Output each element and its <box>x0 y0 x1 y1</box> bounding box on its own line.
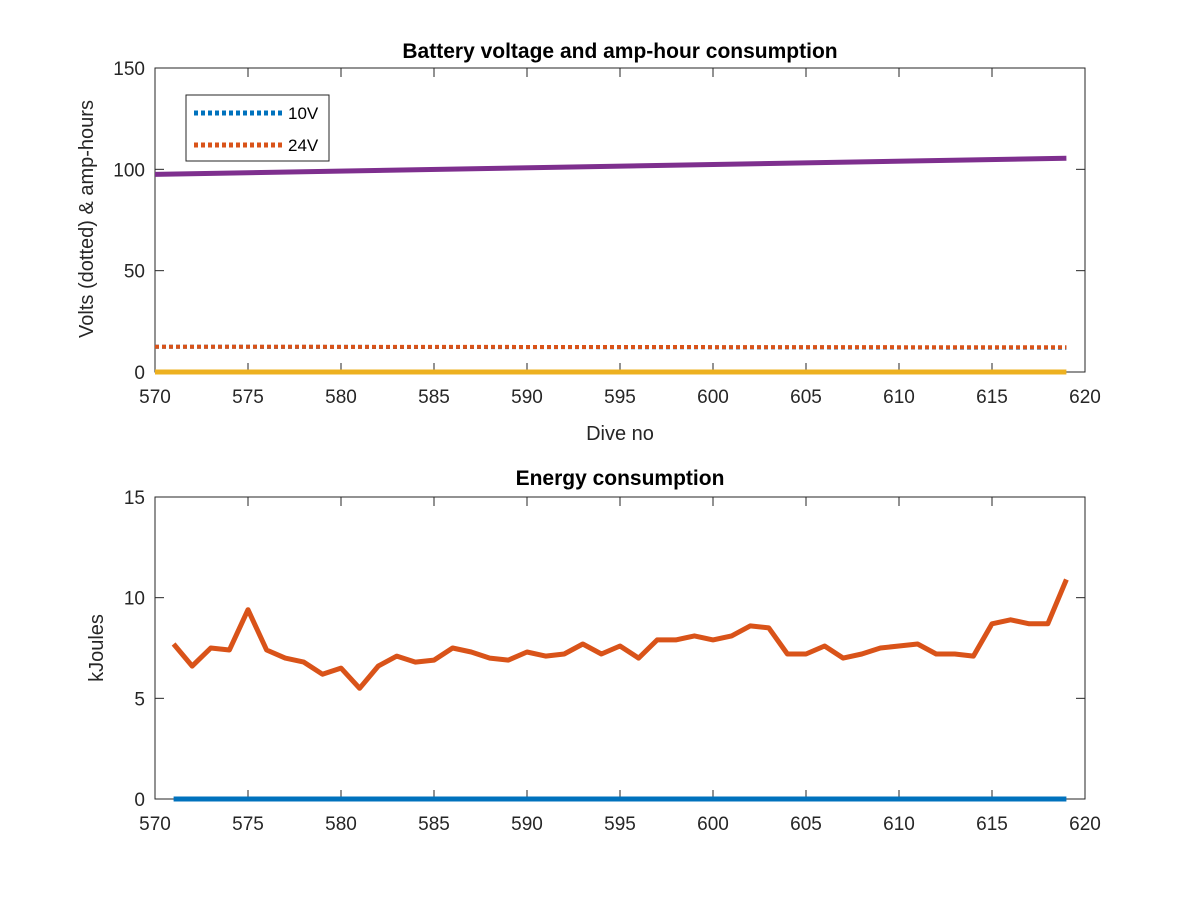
x-tick-label: 575 <box>232 387 264 408</box>
x-tick-label: 580 <box>325 814 357 835</box>
x-tick-label: 610 <box>883 387 915 408</box>
legend-label-10v: 10V <box>288 104 319 123</box>
x-tick-label: 580 <box>325 387 357 408</box>
x-tick-label: 595 <box>604 387 636 408</box>
x-tick-label: 615 <box>976 814 1008 835</box>
legend: 10V 24V <box>185 94 330 162</box>
y-tick-label: 0 <box>134 363 145 384</box>
series-line-1-0 <box>171 578 1069 691</box>
x-tick-label: 610 <box>883 814 915 835</box>
bottom-plot-area: 570 575 580 585 590 595 600 605 610 615 620 0 5 10 15 <box>124 488 1101 835</box>
top-chart-title: Battery voltage and amp-hour consumption <box>402 40 837 63</box>
energy-consumption-axes: Energy consumption kJoules 570 575 580 585 5… <box>86 467 1101 835</box>
top-plot-area: 570 575 580 585 590 595 600 605 610 615 620 0 50 100 1… <box>113 59 1101 408</box>
series-line-24v <box>154 344 1067 350</box>
bottom-chart-title: Energy consumption <box>516 467 725 490</box>
y-tick-label: 50 <box>124 262 145 283</box>
x-tick-label: 600 <box>697 814 729 835</box>
x-tick-label: 585 <box>418 387 450 408</box>
legend-label-24v: 24V <box>288 136 319 155</box>
x-tick-label: 570 <box>139 387 171 408</box>
x-tick-label: 600 <box>697 387 729 408</box>
x-tick-label: 605 <box>790 814 822 835</box>
x-tick-label: 575 <box>232 814 264 835</box>
bottom-y-axis-label: kJoules <box>86 614 108 682</box>
y-tick-label: 150 <box>113 59 145 80</box>
x-tick-label: 605 <box>790 387 822 408</box>
y-tick-label: 0 <box>134 790 145 811</box>
series-line-0-2 <box>154 155 1067 177</box>
x-tick-label: 590 <box>511 814 543 835</box>
legend-box <box>185 94 330 162</box>
x-tick-label: 570 <box>139 814 171 835</box>
voltage-amphour-axes: Battery voltage and amp-hour consumption… <box>76 40 1101 445</box>
x-tick-label: 620 <box>1069 814 1101 835</box>
x-tick-label: 585 <box>418 814 450 835</box>
y-tick-label: 5 <box>134 689 145 710</box>
x-tick-label: 595 <box>604 814 636 835</box>
y-tick-label: 100 <box>113 160 145 181</box>
x-tick-label: 615 <box>976 387 1008 408</box>
x-tick-label: 620 <box>1069 387 1101 408</box>
top-y-axis-label: Volts (dotted) & amp-hours <box>76 100 98 338</box>
y-tick-label: 10 <box>124 589 145 610</box>
top-x-axis-label: Dive no <box>586 423 654 445</box>
y-tick-label: 15 <box>124 488 145 509</box>
x-tick-label: 590 <box>511 387 543 408</box>
